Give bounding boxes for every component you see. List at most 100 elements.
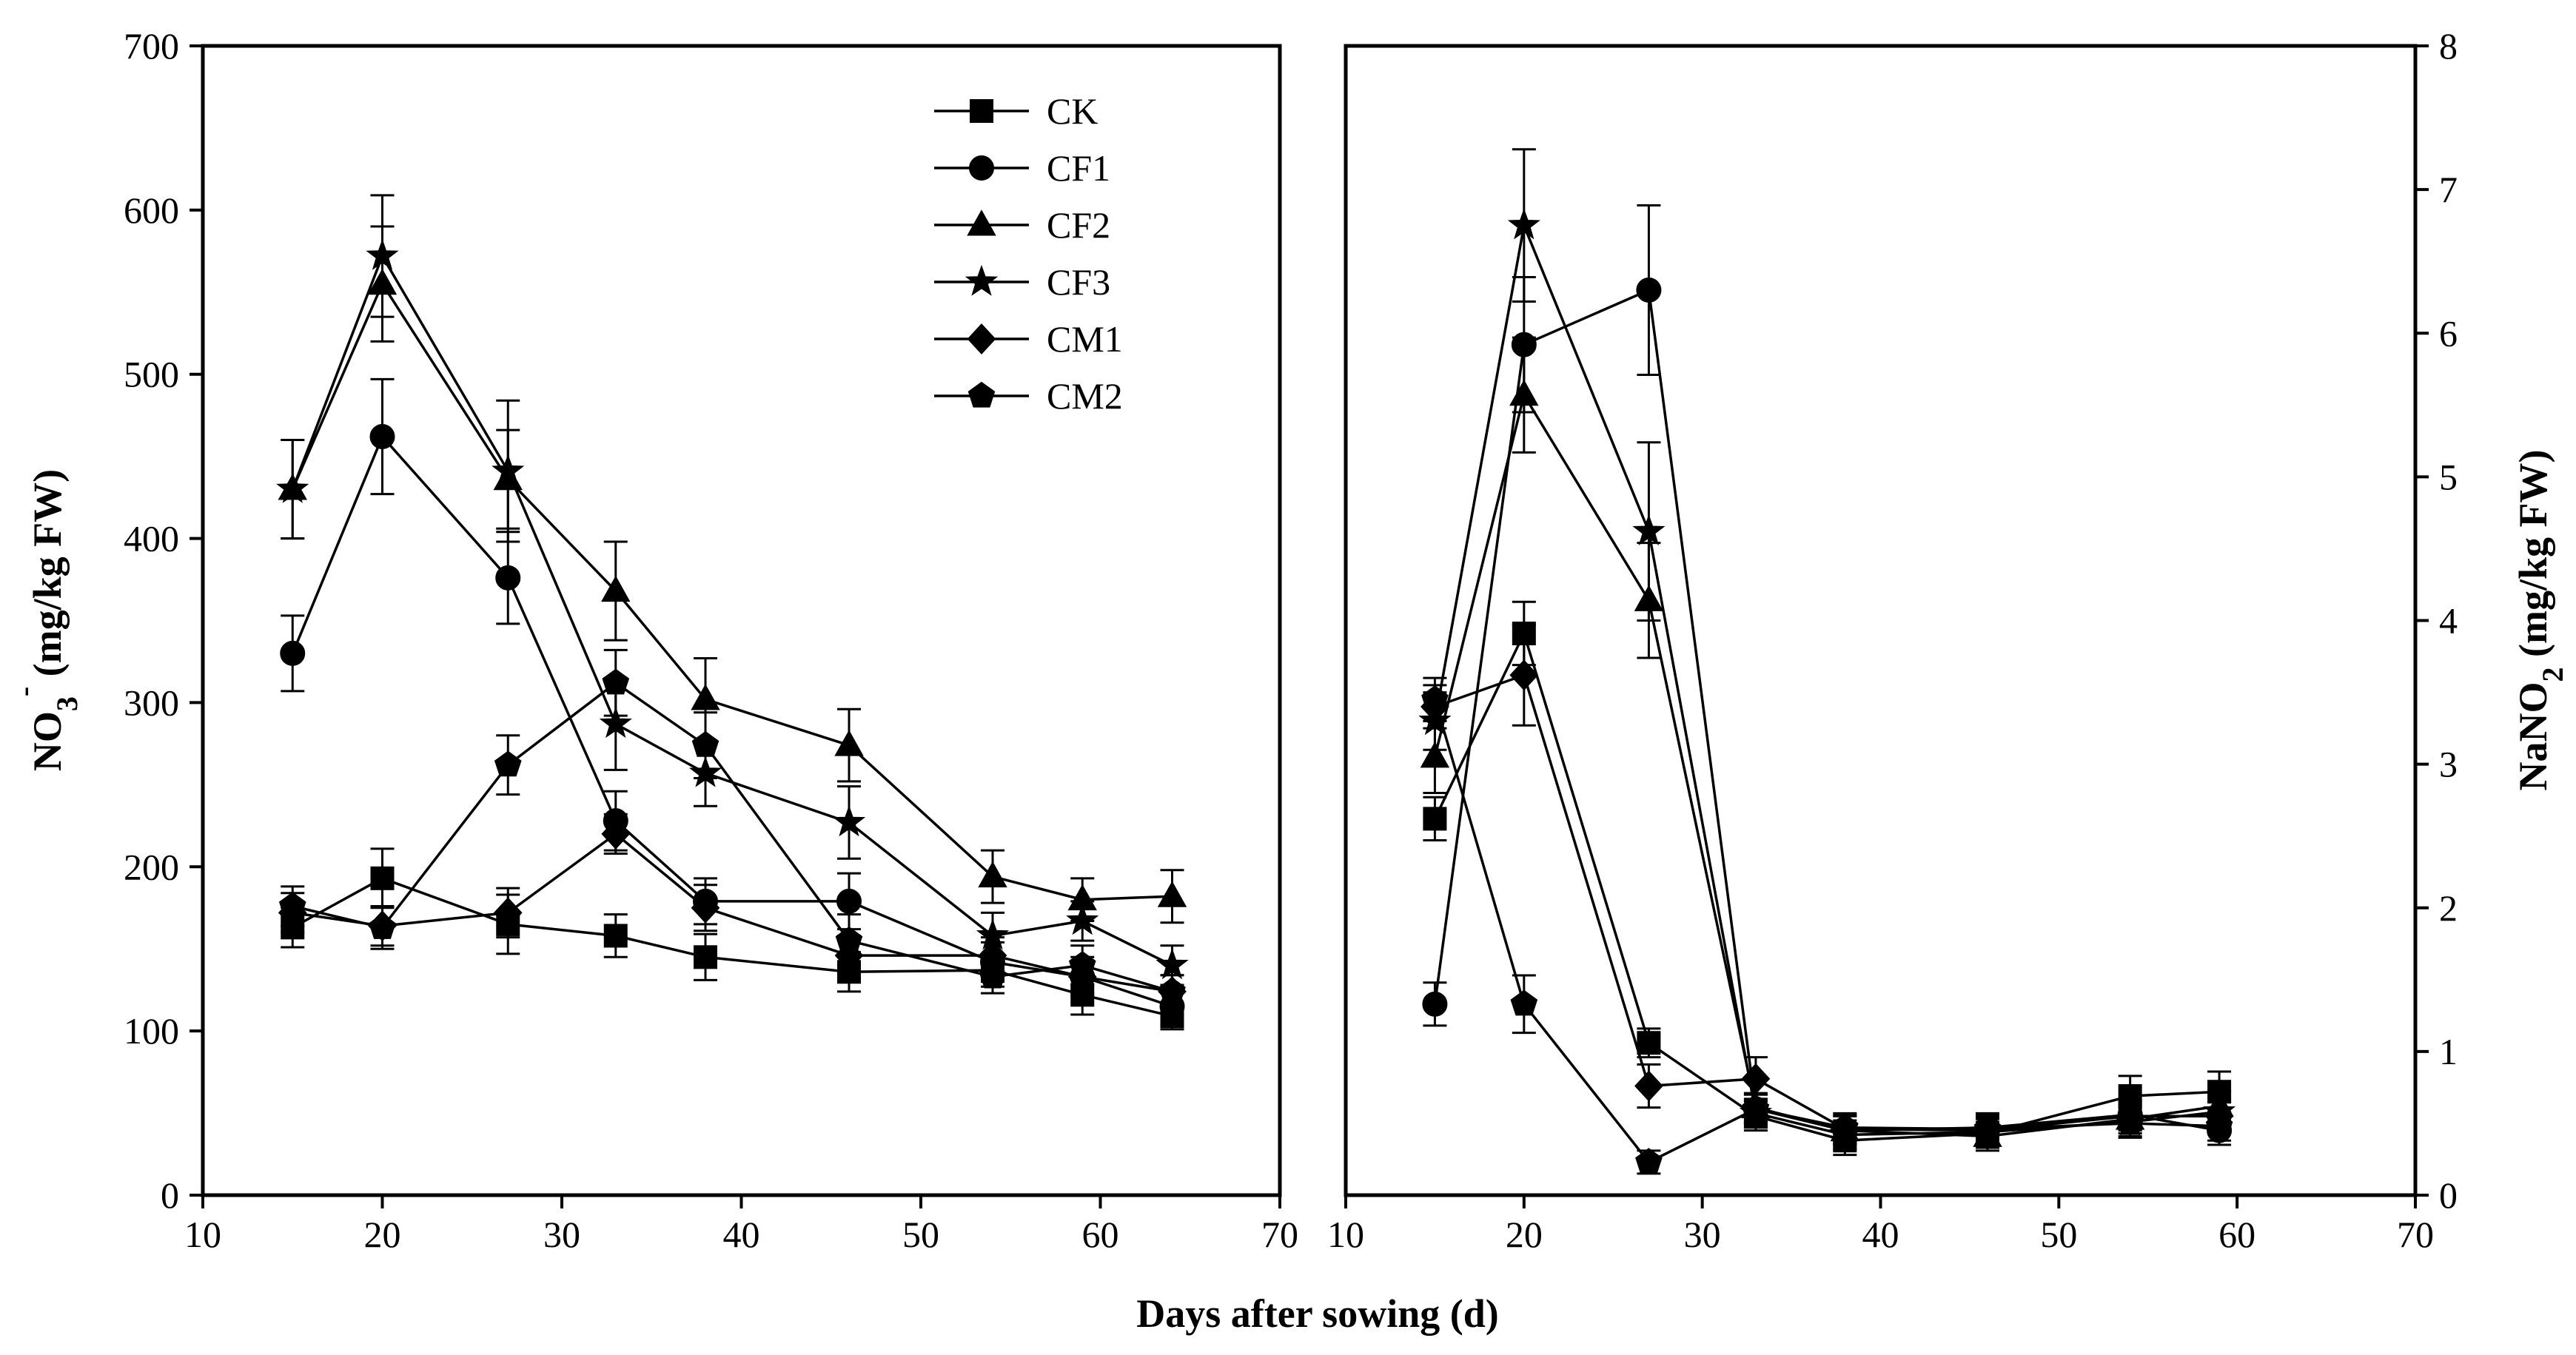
nitrate-point-cf3: [599, 707, 632, 739]
nitrate-point-ck: [694, 945, 717, 969]
legend-marker-cf2: [967, 209, 996, 236]
nitrite-point-cf1: [1422, 991, 1448, 1017]
nitrate-series-line: [291, 252, 1173, 966]
nitrite-panel: 10 20 30 40 50 60 700 1 2 3 4 5 6 7 8 NaNO2 (mg/kg FW): [1327, 25, 2569, 1255]
nitrite-y-tick-label: 5: [2439, 456, 2458, 497]
legend-label-cm1: CM1: [1047, 318, 1123, 360]
legend-label-cm2: CM2: [1047, 375, 1123, 417]
nitrite-x-tick-label: 60: [2218, 1214, 2255, 1255]
nitrite-point-cf1: [1636, 278, 1662, 303]
nitrate-point-cf2: [834, 730, 864, 756]
nitrite-point-cf2: [1509, 379, 1539, 406]
nitrite-series-line: [1433, 699, 2220, 1164]
nitrite-series-cm1: [1421, 623, 2234, 1146]
nitrate-point-cf3: [492, 454, 525, 485]
nitrate-point-cf2: [691, 684, 720, 710]
nitrate-x-tick-label: 10: [184, 1214, 221, 1255]
nitrite-x-tick-label: 50: [2040, 1214, 2077, 1255]
nitrite-x-tick-label: 10: [1327, 1214, 1364, 1255]
legend-marker-cf1: [969, 155, 994, 181]
nitrite-y-tick-label: 1: [2439, 1031, 2458, 1072]
nitrate-y-axis-title: NO3- (mg/kg FW): [7, 469, 84, 771]
nitrite-series-cm2: [1421, 676, 2233, 1175]
nitrite-point-cf2: [1420, 742, 1450, 768]
nitrite-point-cm2: [2116, 1109, 2144, 1135]
nitrite-series-line: [1433, 288, 2220, 1132]
nitrite-series-line: [1434, 673, 2220, 1132]
nitrite-y-tick-label: 3: [2439, 744, 2458, 785]
legend-label-cf2: CF2: [1047, 204, 1110, 246]
nitrate-data-layer: [276, 194, 1189, 1031]
nitrate-point-cf2: [978, 861, 1007, 888]
nitrite-y-tick-label: 8: [2439, 25, 2458, 67]
nitrite-y-tick-label: 6: [2439, 312, 2458, 354]
nitrite-point-cf3: [1632, 514, 1666, 545]
nitrate-plot-frame: [201, 44, 1282, 1197]
nitrite-point-cm2: [1635, 1148, 1663, 1174]
nitrate-series-cm1: [278, 813, 1187, 1009]
nitrate-y-tick-label: 400: [124, 518, 179, 559]
nitrate-x-tick-label: 20: [364, 1214, 401, 1255]
nitrate-x-tick-label: 40: [723, 1214, 760, 1255]
nitrite-point-cm2: [1831, 1113, 1859, 1140]
nitrite-point-ck: [1423, 807, 1447, 831]
legend-label-cf3: CF3: [1047, 261, 1110, 303]
nitrite-point-cm1: [1634, 1070, 1663, 1102]
legend-marker-cf3: [965, 264, 999, 296]
nitrite-point-cm2: [1973, 1114, 2002, 1141]
nitrate-series-line: [291, 281, 1173, 901]
nitrite-series-line: [1433, 630, 2220, 1142]
nitrite-point-cm2: [2205, 1112, 2233, 1138]
nitrate-point-cf3: [276, 471, 309, 503]
x-axis-title: Days after sowing (d): [1136, 1291, 1498, 1336]
nitrate-point-cm2: [979, 962, 1007, 989]
nitrate-point-cf1: [836, 888, 862, 914]
nitrate-point-cf2: [601, 575, 631, 602]
nitrite-series-cf3: [1418, 148, 2236, 1151]
legend-marker-cm1: [967, 323, 996, 354]
nitrate-series-cm2: [278, 648, 1186, 1009]
nitrite-x-tick-label: 40: [1862, 1214, 1899, 1255]
nitrite-point-cm1: [1509, 659, 1539, 691]
nitrate-point-cm1: [691, 892, 720, 924]
nitrite-y-tick-label: 4: [2439, 600, 2458, 642]
nitrite-point-cf3: [1507, 208, 1540, 240]
nitrite-y-tick-label: 2: [2439, 887, 2458, 929]
nitrate-y-tick-label: 200: [124, 846, 179, 887]
nitrate-y-tick-label: 100: [124, 1010, 179, 1052]
nitrate-point-cf3: [832, 805, 866, 837]
nitrite-axis-ticks: 10 20 30 40 50 60 700 1 2 3 4 5 6 7 8: [1327, 25, 2458, 1255]
nitrate-point-ck: [370, 866, 395, 890]
nitrite-data-layer: [1418, 148, 2236, 1175]
legend: CK CF1 CF2 CF3 CM1 CM2: [934, 90, 1123, 417]
legend-marker-ck: [970, 99, 993, 123]
nitrate-y-tick-label: 300: [124, 682, 179, 723]
nitrate-point-cf1: [495, 565, 521, 591]
nitrite-series-line: [1433, 221, 2220, 1137]
nitrite-point-ck: [1637, 1031, 1661, 1055]
nitrite-y-axis-title: NaNO2 (mg/kg FW): [2511, 450, 2569, 791]
nitrate-y-tick-label: 700: [124, 25, 179, 67]
nitrate-point-cm2: [494, 750, 522, 777]
nitrate-point-cf2: [1157, 881, 1187, 907]
nitrate-point-cf1: [280, 640, 306, 666]
nitrite-point-cm2: [1742, 1095, 1770, 1121]
nitrite-series-ck: [1423, 600, 2232, 1157]
nitrate-point-ck: [603, 924, 628, 948]
nitrite-x-tick-label: 70: [2397, 1214, 2434, 1255]
nitrate-point-cm2: [602, 668, 630, 695]
legend-marker-cm2: [967, 381, 996, 408]
nitrate-point-cm2: [278, 892, 306, 918]
legend-label-ck: CK: [1047, 90, 1098, 132]
nitrate-point-cf1: [369, 424, 395, 450]
nitrate-series-line: [292, 681, 1173, 993]
nitrate-series-line: [292, 832, 1173, 993]
nitrate-point-cf3: [1066, 904, 1099, 935]
nitrate-x-tick-label: 30: [543, 1214, 580, 1255]
nitrate-series-line: [292, 876, 1173, 1018]
nitrate-point-cf3: [1155, 948, 1189, 980]
nitrate-point-cm1: [601, 818, 631, 850]
nitrate-point-cm2: [691, 730, 720, 757]
nitrate-series-cf3: [276, 194, 1189, 986]
